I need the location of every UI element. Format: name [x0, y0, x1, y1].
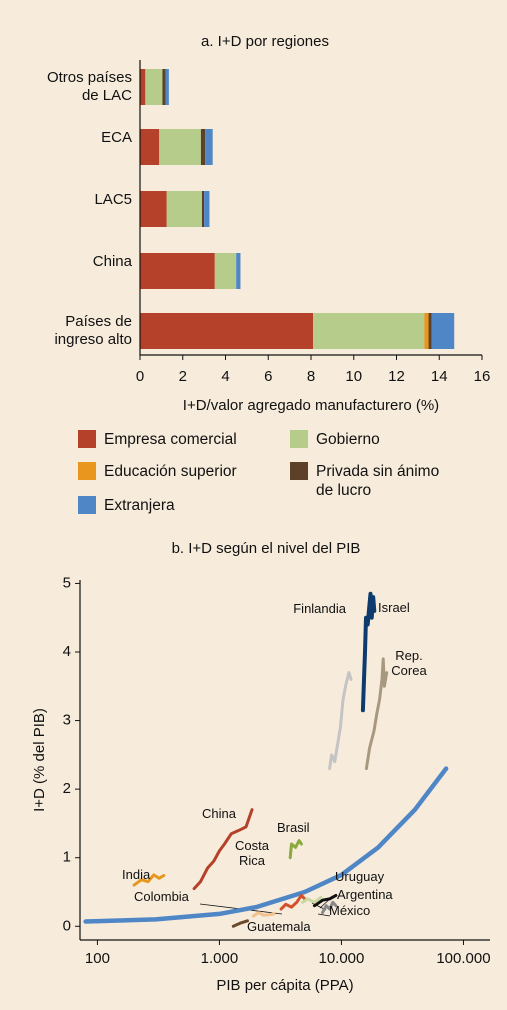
bar-segment	[205, 129, 213, 165]
series-label: India	[122, 867, 151, 882]
series-label: Brasil	[277, 820, 310, 835]
legend-swatch	[290, 462, 308, 480]
series-line	[360, 591, 377, 713]
bar-segment	[200, 129, 206, 165]
category-label: ECA	[101, 129, 132, 146]
x-tick-label: 100	[85, 950, 110, 967]
bar-segment	[204, 191, 210, 227]
series-label: Rep. Corea	[391, 648, 427, 678]
bar-segment	[428, 313, 432, 349]
x-tick-label: 10	[345, 368, 362, 385]
legend-swatch	[78, 430, 96, 448]
bar-segment	[159, 129, 201, 165]
series-line	[132, 873, 166, 887]
y-tick-label: 4	[63, 643, 71, 660]
category-label: LAC5	[94, 191, 132, 208]
legend-swatch	[78, 462, 96, 480]
bar-segment	[140, 313, 314, 349]
bar-segment	[166, 191, 202, 227]
legend-swatch	[290, 430, 308, 448]
category-label: Países de ingreso alto	[54, 313, 132, 348]
bar-segment	[431, 313, 455, 349]
legend-entry: Gobierno	[290, 430, 470, 449]
x-axis-label: PIB per cápita (PPA)	[216, 977, 353, 994]
series-label: Uruguay	[335, 869, 385, 884]
bar-segment	[214, 253, 237, 289]
legend-label: Educación superior	[104, 463, 237, 480]
x-tick-label: 8	[307, 368, 315, 385]
y-tick-label: 0	[63, 917, 71, 934]
bar-segment	[162, 69, 166, 105]
chart-title: a. I+D por regiones	[201, 33, 329, 50]
y-tick-label: 2	[63, 780, 71, 797]
series-label: Colombia	[134, 889, 189, 904]
series-line	[279, 893, 307, 911]
x-tick-label: 10.000	[318, 950, 364, 967]
y-axis-label: I+D (% del PIB)	[31, 708, 48, 812]
x-tick-label: 1.000	[201, 950, 239, 967]
series-line	[83, 766, 449, 924]
bar-segment	[140, 69, 146, 105]
legend-label: Privada sin ánimo de lucro	[316, 463, 440, 499]
series-label: Costa Rica	[235, 838, 269, 868]
bar-segment	[236, 253, 241, 289]
bar-segment	[201, 191, 205, 227]
bar-segment	[424, 313, 429, 349]
series-label: China	[202, 806, 236, 821]
series-line	[328, 671, 353, 771]
legend-swatch	[78, 496, 96, 514]
chart-title: b. I+D según el nivel del PIB	[172, 540, 361, 557]
series-label: Guatemala	[247, 919, 311, 934]
bar-segment	[140, 191, 167, 227]
bar-segment	[145, 69, 163, 105]
bar-segment	[313, 313, 425, 349]
x-tick-label: 6	[264, 368, 272, 385]
bar-segment	[140, 129, 160, 165]
x-tick-label: 14	[431, 368, 448, 385]
bar-segment	[140, 253, 215, 289]
series-line	[251, 911, 276, 918]
x-tick-label: 2	[179, 368, 187, 385]
x-tick-label: 4	[221, 368, 229, 385]
x-tick-label: 0	[136, 368, 144, 385]
legend-entry: Privada sin ánimo de lucro	[290, 462, 470, 500]
legend-entry: Extranjera	[78, 496, 258, 515]
bar-segment	[165, 69, 169, 105]
series-line	[312, 893, 338, 908]
category-label: China	[92, 253, 132, 270]
legend-label: Gobierno	[316, 431, 380, 448]
legend-entry: Educación superior	[78, 462, 258, 481]
series-line	[231, 919, 249, 928]
y-tick-label: 3	[63, 712, 71, 729]
legend-label: Extranjera	[104, 497, 175, 514]
x-tick-label: 16	[474, 368, 491, 385]
x-axis-label: I+D/valor agregado manufacturero (%)	[183, 397, 439, 414]
series-line	[288, 839, 303, 860]
series-line	[321, 900, 338, 915]
x-tick-label: 12	[388, 368, 405, 385]
series-line	[301, 896, 323, 904]
series-line	[364, 657, 389, 771]
category-label: Otros países de LAC	[46, 69, 132, 104]
series-label: Finlandia	[293, 601, 346, 616]
series-label: Israel	[378, 600, 410, 615]
y-tick-label: 5	[63, 574, 71, 591]
legend-entry: Empresa comercial	[78, 430, 258, 449]
legend-label: Empresa comercial	[104, 431, 237, 448]
x-tick-label: 100.000	[436, 950, 490, 967]
series-line	[192, 808, 254, 891]
y-tick-label: 1	[63, 849, 71, 866]
leader-line	[317, 913, 331, 917]
series-label: Argentina	[337, 887, 393, 902]
series-label: México	[329, 903, 371, 918]
